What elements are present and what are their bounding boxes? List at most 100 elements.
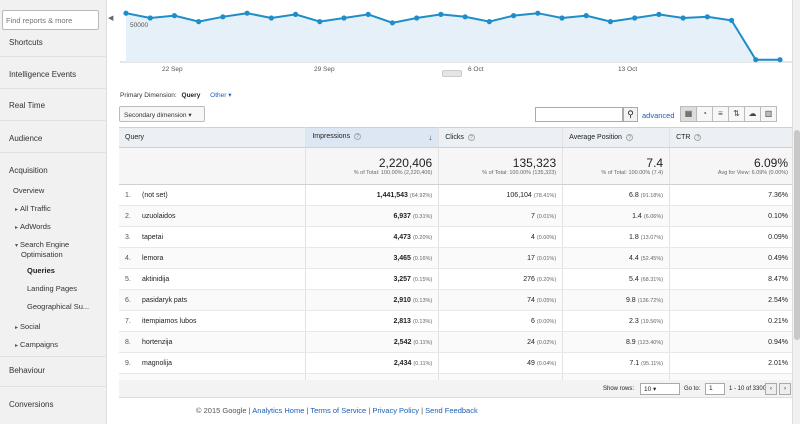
nav-real-time[interactable]: Real Time [9, 101, 46, 110]
query-link[interactable]: aktinidija [142, 275, 170, 283]
clicks-pct: (0.02%) [536, 339, 557, 346]
nav-overview[interactable]: Overview [13, 186, 45, 195]
query-link[interactable]: hortenzija [142, 338, 173, 346]
caret-down-icon: ▾ [15, 243, 19, 249]
footer-link-analytics-home[interactable]: Analytics Home [252, 406, 305, 415]
query-link[interactable]: lemora [142, 254, 164, 262]
comparison-view-icon[interactable]: ⇅ [728, 106, 745, 122]
nav-social[interactable]: ▸ Social [15, 322, 40, 331]
data-point[interactable] [365, 11, 371, 17]
data-point[interactable] [535, 10, 541, 16]
header-ctr[interactable]: CTR? [669, 127, 795, 148]
data-point[interactable] [438, 11, 444, 17]
data-point[interactable] [559, 15, 565, 21]
collapse-sidebar-icon[interactable]: ◀ [108, 15, 114, 22]
table-search-input[interactable] [535, 107, 623, 122]
data-view-icon[interactable]: ▦ [680, 106, 697, 122]
position-cell: 5.4 (68.31%) [562, 268, 671, 290]
nav-behaviour[interactable]: Behaviour [9, 366, 46, 375]
header-query[interactable]: Query [119, 127, 307, 148]
table-row: 6. pasidaryk pats 2,910 (0.13%) 74 (0.05%) 9.8… [119, 289, 795, 311]
nav-all-traffic[interactable]: ▸ All Traffic [15, 204, 51, 213]
data-point[interactable] [704, 14, 710, 20]
scrollbar-thumb[interactable] [794, 130, 800, 340]
nav-acquisition[interactable]: Acquisition [9, 166, 48, 175]
pie-view-icon[interactable]: ◔ [696, 106, 713, 122]
data-point[interactable] [196, 19, 202, 25]
data-point[interactable] [462, 14, 468, 20]
dimension-query[interactable]: Query [181, 92, 201, 99]
nav-campaigns[interactable]: ▸ Campaigns [15, 340, 58, 349]
data-point[interactable] [414, 15, 420, 21]
data-point[interactable] [123, 10, 129, 16]
dimension-other-dropdown[interactable]: Other ▾ [210, 92, 232, 99]
query-link[interactable]: (not set) [142, 191, 168, 199]
data-point[interactable] [777, 57, 783, 63]
goto-input[interactable]: 1 [705, 383, 725, 395]
data-point[interactable] [171, 13, 178, 19]
data-point[interactable] [486, 19, 492, 25]
nav-landing-pages[interactable]: Landing Pages [27, 284, 78, 293]
footer-link-privacy[interactable]: Privacy Policy [372, 406, 420, 415]
show-rows-value: 10 [644, 386, 652, 393]
query-link[interactable]: uzuolaidos [142, 212, 176, 220]
search-input[interactable] [2, 10, 99, 30]
data-point[interactable] [317, 19, 323, 25]
nav-geographical-summary[interactable]: Geographical Su... [27, 302, 90, 311]
data-point[interactable] [680, 15, 686, 21]
data-point[interactable] [728, 17, 735, 23]
data-point[interactable] [292, 11, 299, 17]
help-icon[interactable]: ? [625, 134, 633, 141]
data-point[interactable] [632, 15, 638, 21]
query-link[interactable]: magnolija [142, 359, 172, 367]
nav-conversions[interactable]: Conversions [9, 400, 54, 409]
data-point[interactable] [656, 11, 662, 17]
nav-shortcuts[interactable]: Shortcuts [9, 38, 43, 47]
next-page-icon[interactable]: › [779, 383, 791, 395]
help-icon[interactable]: ? [467, 134, 475, 141]
header-label: CTR [676, 134, 691, 141]
performance-view-icon[interactable]: ≡ [712, 106, 729, 122]
row-rank: 8. [125, 338, 131, 346]
nav-divider [0, 152, 107, 153]
clicks-value: 17 [527, 254, 535, 262]
pivot-view-icon[interactable]: ▥ [760, 106, 777, 122]
nav-seo[interactable]: ▾ Search Engine [15, 240, 69, 249]
chart-scroll-handle[interactable] [442, 70, 462, 77]
impressions-value: 6,937 [393, 212, 411, 220]
totals-query-cell [119, 147, 307, 185]
footer-link-terms[interactable]: Terms of Service [310, 406, 367, 415]
prev-page-icon[interactable]: ‹ [765, 383, 777, 395]
nav-adwords[interactable]: ▸ AdWords [15, 222, 51, 231]
data-point[interactable] [583, 13, 589, 19]
data-point[interactable] [341, 15, 347, 21]
data-point[interactable] [510, 13, 517, 19]
impressions-value: 4,473 [393, 233, 411, 241]
term-cloud-icon[interactable]: ☁ [744, 106, 761, 122]
query-link[interactable]: itempiamos lubos [142, 317, 197, 325]
data-point[interactable] [753, 57, 759, 63]
sort-desc-icon: ↓ [428, 133, 433, 142]
footer-link-feedback[interactable]: Send Feedback [425, 406, 478, 415]
scrollbar[interactable] [792, 0, 800, 424]
data-point[interactable] [220, 14, 226, 20]
header-average-position[interactable]: Average Position? [562, 127, 671, 148]
nav-queries[interactable]: Queries [27, 266, 55, 275]
data-point[interactable] [147, 15, 153, 21]
query-link[interactable]: tapetai [142, 233, 164, 241]
search-icon[interactable]: ⚲ [623, 107, 638, 122]
help-icon[interactable]: ? [354, 133, 362, 140]
help-icon[interactable]: ? [694, 134, 702, 141]
nav-intelligence-events[interactable]: Intelligence Events [9, 70, 77, 79]
header-impressions[interactable]: Impressions? ↓ [305, 127, 440, 148]
data-point[interactable] [389, 20, 396, 26]
nav-audience[interactable]: Audience [9, 134, 43, 143]
header-clicks[interactable]: Clicks? [438, 127, 564, 148]
secondary-dimension-dropdown[interactable]: Secondary dimension ▾ [119, 106, 205, 122]
data-point[interactable] [268, 15, 274, 21]
data-point[interactable] [244, 10, 250, 16]
advanced-link[interactable]: advanced [642, 111, 675, 120]
data-point[interactable] [607, 19, 614, 25]
query-link[interactable]: pasidaryk pats [142, 296, 188, 304]
show-rows-select[interactable]: 10 ▾ [640, 383, 680, 395]
